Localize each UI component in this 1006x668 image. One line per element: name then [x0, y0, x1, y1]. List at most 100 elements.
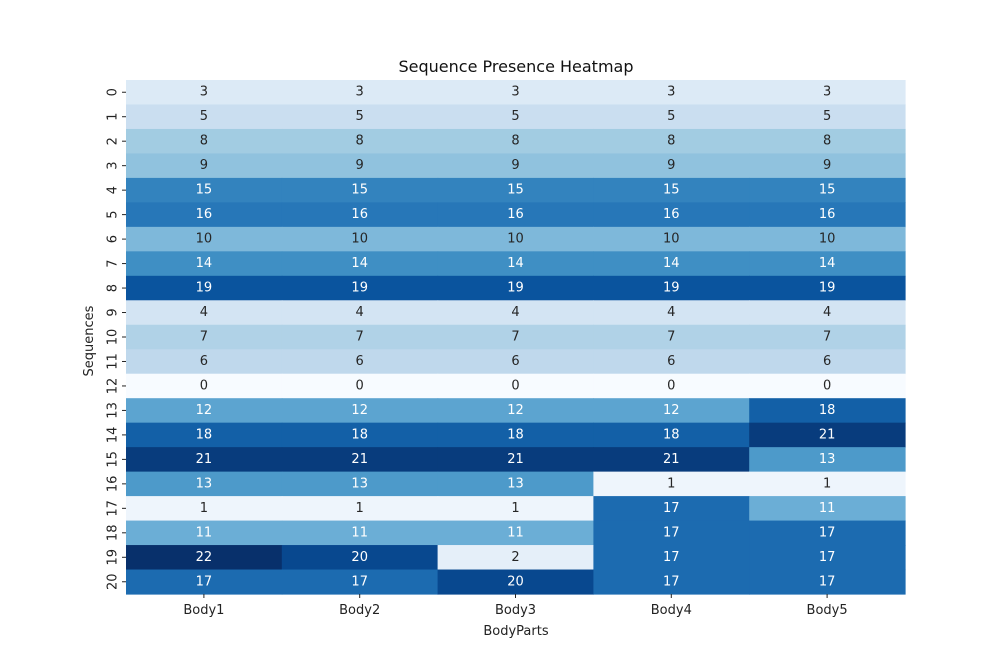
cell-value-label: 3: [823, 85, 831, 100]
cell-value-label: 4: [823, 305, 831, 320]
heatmap-cell: [437, 251, 594, 277]
heatmap-cell: [593, 202, 750, 228]
heatmap-cell: [749, 251, 906, 277]
heatmap-cell: [126, 153, 283, 179]
cell-value-label: 21: [351, 452, 368, 467]
cell-value-label: 9: [667, 158, 675, 173]
heatmap-cell: [437, 349, 594, 375]
heatmap-cell: [126, 226, 283, 252]
y-tick-label: 14: [106, 427, 121, 444]
cell-value-label: 10: [663, 232, 680, 247]
cell-value-label: 3: [511, 85, 519, 100]
heatmap-cell: [749, 177, 906, 203]
cell-value-label: 14: [819, 256, 836, 271]
heatmap-cell: [593, 153, 750, 179]
heatmap-cell: [593, 177, 750, 203]
cell-value-label: 8: [823, 134, 831, 149]
cell-value-label: 18: [196, 427, 213, 442]
cell-value-label: 8: [200, 134, 208, 149]
cell-value-label: 12: [663, 403, 680, 418]
cell-value-label: 6: [511, 354, 519, 369]
cell-value-label: 4: [667, 305, 675, 320]
heatmap-cell: [126, 545, 283, 571]
cell-value-label: 17: [351, 574, 368, 589]
cell-value-label: 13: [351, 476, 368, 491]
heatmap-cell: [437, 80, 594, 106]
heatmap-cell: [593, 373, 750, 399]
heatmap-cell: [126, 422, 283, 448]
heatmap-cell: [437, 324, 594, 350]
heatmap-cell: [281, 153, 439, 179]
heatmap-cell: [126, 471, 283, 497]
cell-value-label: 13: [819, 452, 836, 467]
cell-value-label: 17: [663, 550, 680, 565]
heatmap-cell: [749, 422, 906, 448]
cell-value-label: 15: [663, 183, 680, 198]
cell-value-label: 7: [667, 330, 675, 345]
cell-value-label: 14: [507, 256, 524, 271]
heatmap-cell: [126, 447, 283, 473]
cell-value-label: 15: [196, 183, 213, 198]
cell-value-label: 0: [200, 378, 208, 393]
heatmap-cell: [126, 520, 283, 546]
cell-value-label: 16: [196, 207, 213, 222]
heatmap-cell: [281, 128, 439, 155]
cell-value-label: 19: [351, 281, 368, 296]
heatmap-cell: [437, 104, 594, 130]
cell-value-label: 4: [356, 305, 364, 320]
heatmap-cell: [281, 349, 439, 375]
cell-value-label: 21: [663, 452, 680, 467]
cell-value-label: 12: [351, 403, 368, 418]
cell-value-label: 1: [356, 501, 364, 516]
y-tick-label: 3: [106, 162, 121, 170]
cell-value-label: 8: [511, 134, 519, 149]
heatmap-cell: [593, 104, 750, 130]
cell-value-label: 17: [819, 550, 836, 565]
heatmap-cell: [593, 80, 750, 106]
y-tick-label: 6: [106, 235, 121, 243]
cell-value-label: 0: [356, 378, 364, 393]
cell-value-label: 17: [819, 525, 836, 540]
y-tick-label: 4: [106, 186, 121, 194]
y-tick-label: 9: [106, 308, 121, 316]
heatmap-cell: [281, 422, 439, 448]
cell-value-label: 9: [200, 158, 208, 173]
cell-value-label: 3: [200, 85, 208, 100]
heatmap-cell: [749, 447, 906, 473]
heatmap-cell: [437, 545, 594, 571]
cell-value-label: 0: [823, 378, 831, 393]
x-tick-label: Body5: [807, 603, 848, 618]
cell-value-label: 4: [511, 305, 519, 320]
heatmap-cell: [437, 422, 594, 448]
y-tick-label: 0: [106, 88, 121, 96]
heatmap-cell: [593, 496, 750, 522]
heatmap-cell: [593, 569, 750, 595]
y-tick-label: 18: [106, 525, 121, 542]
x-tick-label: Body2: [339, 603, 380, 618]
heatmap-cell: [126, 324, 283, 350]
chart-title: Sequence Presence Heatmap: [399, 57, 634, 76]
heatmap-cell: [126, 251, 283, 277]
cell-value-label: 5: [667, 109, 675, 124]
cell-value-label: 2: [511, 550, 519, 565]
heatmap-cell: [126, 177, 283, 203]
y-tick-label: 19: [106, 549, 121, 566]
heatmap-cell: [593, 300, 750, 326]
cell-value-label: 10: [507, 232, 524, 247]
cell-value-label: 19: [196, 281, 213, 296]
cell-value-label: 6: [823, 354, 831, 369]
x-axis-label: BodyParts: [483, 624, 548, 639]
heatmap-cell: [281, 569, 439, 595]
y-tick-label: 5: [106, 210, 121, 218]
cell-value-label: 14: [663, 256, 680, 271]
heatmap-cell: [126, 349, 283, 375]
heatmap-cell: [437, 447, 594, 473]
heatmap-cell: [749, 104, 906, 130]
cell-value-label: 18: [351, 427, 368, 442]
heatmap-cell: [593, 251, 750, 277]
cell-value-label: 17: [663, 574, 680, 589]
heatmap-cell: [281, 104, 439, 130]
y-tick-label: 10: [106, 329, 121, 346]
